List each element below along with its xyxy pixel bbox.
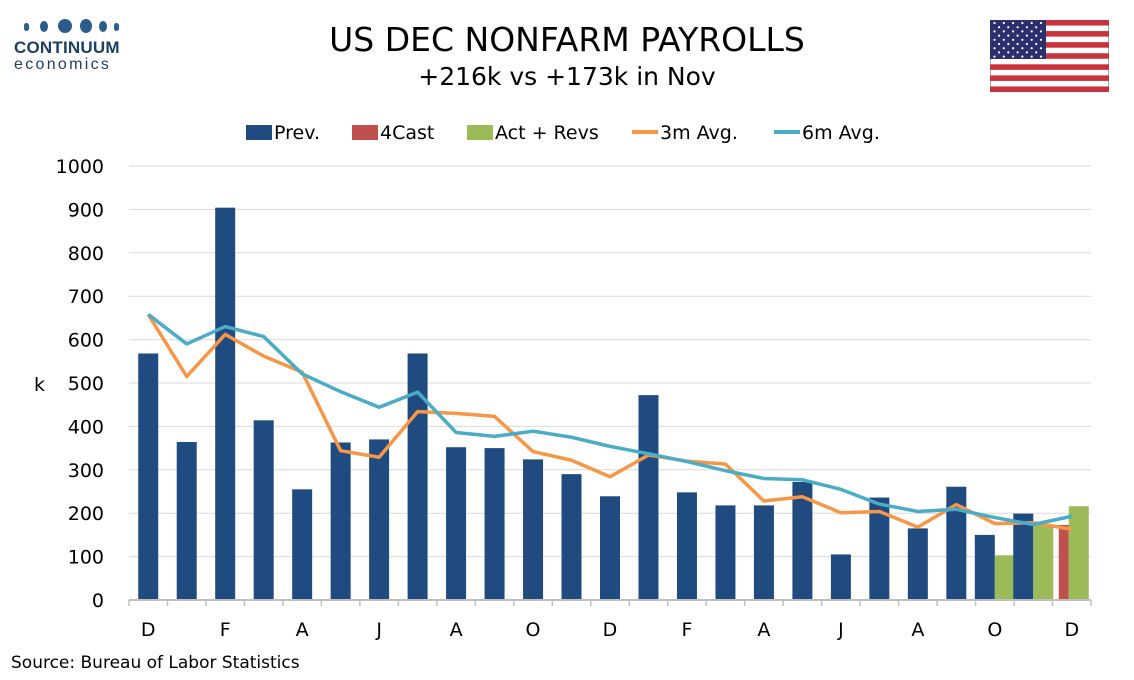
y-tick-label: 400 — [68, 416, 104, 438]
bar-prev — [715, 505, 736, 600]
legend-item: 4Cast — [352, 122, 434, 144]
legend-label: Prev. — [274, 122, 320, 144]
x-tick-label: A — [296, 619, 309, 641]
bar-prev — [523, 459, 544, 600]
us-flag-icon — [990, 20, 1109, 92]
x-tick-label: O — [987, 619, 1002, 641]
legend-item: 3m Avg. — [632, 122, 738, 144]
logo-dots-icon — [14, 14, 134, 36]
legend-swatch — [467, 125, 493, 140]
bar-prev — [484, 448, 505, 600]
legend-swatch — [352, 125, 378, 140]
x-tick-label: D — [141, 619, 156, 641]
bar-prev — [792, 481, 813, 600]
bar-prev — [292, 489, 313, 600]
y-tick-label: 100 — [68, 547, 104, 569]
y-tick-label: 600 — [68, 330, 104, 352]
legend-label: Act + Revs — [495, 122, 599, 144]
y-tick-label: 800 — [68, 243, 104, 265]
bar-4cast — [1058, 524, 1069, 600]
legend-label: 4Cast — [380, 122, 434, 144]
chart-title: US DEC NONFARM PAYROLLS — [329, 20, 805, 59]
bar-prev — [561, 474, 582, 600]
source-note: Source: Bureau of Labor Statistics — [11, 653, 300, 673]
logo-subtitle: economics — [14, 56, 112, 73]
y-tick-label: 1000 — [56, 156, 104, 178]
x-tick-label: J — [375, 619, 382, 641]
bar-prev — [1013, 513, 1034, 600]
bar-act-revs — [994, 555, 1015, 600]
legend-swatch — [246, 125, 272, 140]
bar-prev — [869, 497, 890, 600]
legend-item: Prev. — [246, 122, 320, 144]
x-tick-label: O — [526, 619, 541, 641]
legend-item: 6m Avg. — [774, 122, 880, 144]
x-tick-label: A — [911, 619, 924, 641]
legend-label: 3m Avg. — [660, 122, 738, 144]
bar-prev — [138, 353, 159, 600]
bar-prev — [830, 554, 851, 600]
x-tick-label: F — [220, 619, 231, 641]
bar-prev — [638, 395, 659, 600]
bar-prev — [215, 207, 236, 600]
y-tick-label: 300 — [68, 460, 104, 482]
logo-name: CONTINUUM — [14, 38, 120, 57]
chart-subtitle: +216k vs +173k in Nov — [418, 62, 716, 91]
bar-act-revs — [1033, 524, 1054, 600]
x-tick-label: J — [837, 619, 844, 641]
bar-prev — [176, 442, 197, 600]
y-tick-label: 900 — [68, 199, 104, 221]
bar-prev — [974, 534, 995, 600]
bar-prev — [946, 486, 967, 600]
y-tick-label: 500 — [68, 373, 104, 395]
legend-item: Act + Revs — [467, 122, 599, 144]
x-tick-label: A — [757, 619, 770, 641]
legend-label: 6m Avg. — [802, 122, 880, 144]
x-tick-label: D — [603, 619, 618, 641]
y-axis-label: k — [34, 374, 45, 396]
bar-prev — [907, 528, 928, 600]
x-tick-label: A — [450, 619, 463, 641]
bar-prev — [330, 442, 351, 600]
bar-prev — [253, 420, 274, 600]
y-tick-label: 0 — [92, 590, 104, 612]
y-tick-label: 700 — [68, 286, 104, 308]
logo: CONTINUUM economics — [14, 14, 134, 74]
bar-prev — [369, 439, 390, 600]
bar-prev — [753, 505, 774, 600]
line-6m-avg — [147, 313, 1073, 527]
y-tick-label: 200 — [68, 503, 104, 525]
x-tick-label: D — [1064, 619, 1079, 641]
bar-prev — [600, 496, 620, 600]
bar-act-revs — [1068, 506, 1089, 600]
x-tick-label: F — [681, 619, 692, 641]
bar-prev — [446, 447, 467, 600]
bar-prev — [676, 492, 697, 600]
